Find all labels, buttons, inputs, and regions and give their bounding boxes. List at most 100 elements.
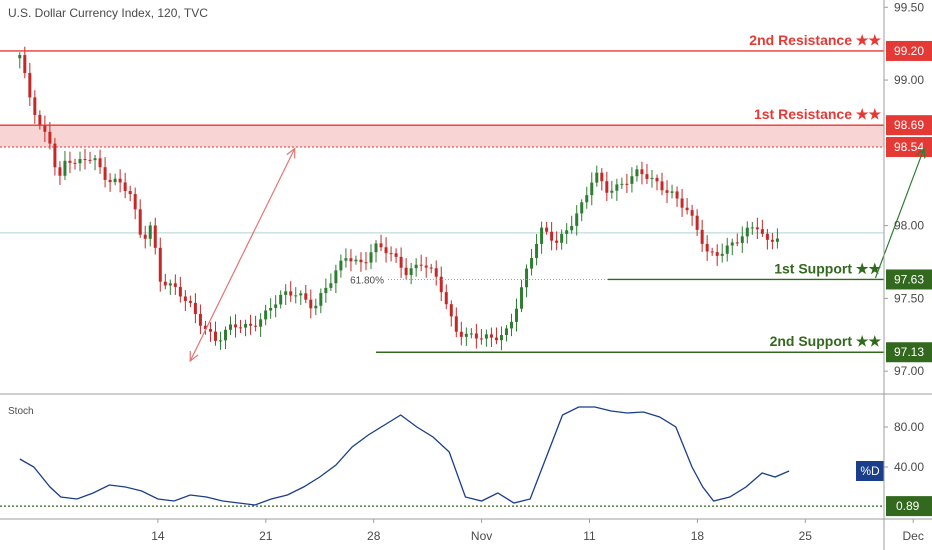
candle-body [660, 181, 664, 191]
candle-body [509, 321, 513, 329]
candle-body [474, 333, 478, 339]
price-tick-label: 99.00 [894, 73, 924, 87]
candle-body [560, 233, 564, 243]
candle-body [198, 313, 202, 326]
candle-body [53, 143, 57, 168]
candle-body [760, 229, 764, 234]
time-tick-label: 25 [799, 529, 813, 543]
candle-body [319, 293, 323, 306]
candle-body [775, 238, 779, 242]
candle-body [269, 307, 273, 311]
time-tick-label: 28 [367, 529, 381, 543]
candle-body [765, 233, 769, 240]
arrow-line [189, 148, 296, 362]
candle-body [725, 245, 729, 254]
arrow-head [286, 147, 296, 159]
candle-body [334, 270, 338, 284]
candle-body [424, 265, 428, 268]
candle-body [540, 227, 544, 244]
candle-body [585, 195, 589, 203]
stochastic-pane: 80.00 40.00 0.89 %D [0, 406, 932, 517]
candle-body [479, 338, 483, 340]
time-tick-label: Dec [903, 529, 924, 543]
candle-body [218, 340, 222, 342]
stoch-floor-label: 0.89 [896, 499, 920, 513]
candle-body [379, 243, 383, 248]
candle-body [720, 253, 724, 256]
time-tick-label: 11 [583, 529, 596, 543]
arrow-line [874, 148, 925, 279]
candle-body [685, 207, 689, 211]
candle-body [525, 268, 529, 288]
candle-body [730, 242, 734, 246]
candle-body [444, 292, 448, 305]
stoch-line [19, 406, 790, 506]
candle-body [43, 124, 47, 132]
candle-body [675, 191, 679, 199]
candle-body [369, 252, 373, 263]
candle-body [163, 281, 167, 286]
time-tick-label: 18 [691, 529, 705, 543]
resistance-zone [0, 125, 884, 148]
candle-body [565, 230, 569, 234]
candle-body [700, 229, 704, 244]
candle-body [239, 327, 243, 329]
candle-body [349, 258, 353, 262]
arrow-tail [189, 350, 199, 363]
candle-body [48, 131, 52, 144]
candle-body [550, 231, 554, 241]
candle-body [213, 331, 217, 341]
stoch-current-label: %D [860, 464, 880, 478]
candle-body [750, 227, 754, 229]
candle-body [645, 174, 649, 179]
price-tick-label: 98.00 [894, 219, 924, 233]
candle-body [108, 179, 112, 183]
candle-body [103, 167, 107, 180]
level-price-label: 98.54 [894, 140, 924, 154]
candle-body [229, 324, 233, 330]
candle-body [98, 158, 102, 168]
level-price-tag [886, 115, 932, 136]
candle-body [68, 160, 72, 163]
level-price-label: 99.20 [894, 44, 924, 58]
candle-body [615, 184, 619, 191]
candle-body [254, 325, 258, 327]
candle-body [304, 293, 308, 300]
candle-body [419, 264, 423, 266]
candle-body [83, 159, 87, 161]
candle-body [755, 227, 759, 230]
candle-body [374, 243, 378, 253]
candle-body [655, 177, 659, 182]
candle-body [78, 159, 82, 164]
candle-body [590, 182, 594, 196]
candle-body [138, 209, 142, 235]
candle-body [223, 329, 227, 341]
candle-body [38, 114, 42, 125]
candle-body [244, 323, 248, 328]
candle-body [630, 176, 634, 184]
chart-title: U.S. Dollar Currency Index, 120, TVC [8, 6, 208, 20]
fib-label: 61.80% [350, 275, 384, 286]
candle-body [93, 158, 97, 161]
candle-body [469, 333, 473, 335]
arrow-head [916, 147, 926, 159]
level-price-tag [886, 40, 932, 61]
candle-body [58, 167, 62, 176]
price-tick-label: 97.00 [894, 364, 924, 378]
candle-body [535, 243, 539, 259]
level-price-label: 97.63 [894, 272, 924, 286]
candle-body [409, 268, 413, 276]
candle-body [404, 267, 408, 276]
candle-body [625, 183, 629, 185]
projection-arrows [189, 147, 926, 363]
candle-body [279, 294, 283, 305]
candle-body [570, 225, 574, 231]
candle-body [234, 324, 238, 328]
stoch-tick-label: 80.00 [894, 420, 924, 434]
candle-body [128, 191, 132, 195]
candle-body [770, 239, 774, 242]
candle-body [705, 243, 709, 252]
candle-body [735, 242, 739, 244]
